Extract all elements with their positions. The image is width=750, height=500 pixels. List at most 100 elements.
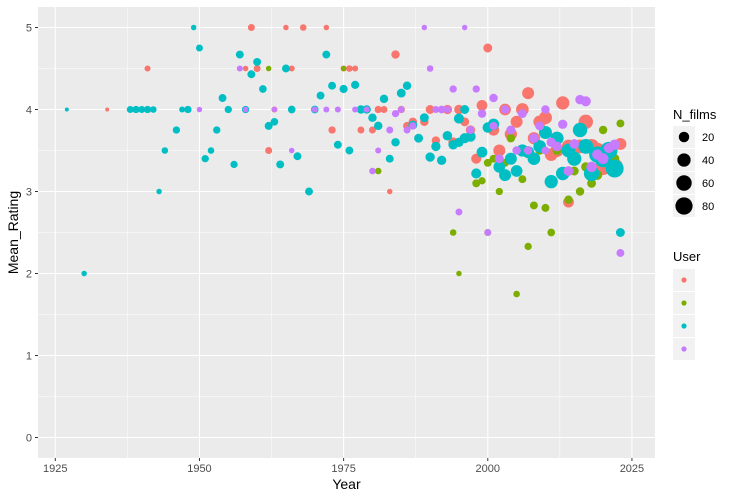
data-point xyxy=(375,147,382,154)
data-point xyxy=(340,65,347,72)
data-point xyxy=(281,64,290,73)
data-point xyxy=(436,155,447,166)
data-point xyxy=(578,138,594,154)
size-legend: N_films 20 40 60 80 xyxy=(673,107,717,217)
data-point xyxy=(81,270,87,277)
data-point xyxy=(504,152,517,165)
size-legend-label: 80 xyxy=(702,201,714,213)
data-point xyxy=(460,105,470,114)
data-point xyxy=(287,105,296,114)
data-point xyxy=(190,24,197,31)
data-point xyxy=(461,24,468,31)
data-point xyxy=(442,130,453,141)
data-point xyxy=(323,24,330,31)
data-point xyxy=(351,80,360,89)
color-legend-key xyxy=(681,300,687,306)
data-point xyxy=(421,24,428,31)
data-point xyxy=(283,24,289,31)
data-point xyxy=(556,96,570,110)
data-point xyxy=(414,133,424,143)
data-point xyxy=(465,131,476,142)
axes: 1925 1950 1975 2000 2025 0 1 2 3 4 5 xyxy=(26,23,644,476)
data-point xyxy=(544,175,558,189)
data-point xyxy=(386,126,394,134)
data-point xyxy=(323,106,330,113)
data-point xyxy=(339,84,348,94)
data-point xyxy=(144,65,151,72)
data-point xyxy=(345,146,354,155)
data-point xyxy=(437,105,446,114)
data-point xyxy=(506,133,516,143)
data-point xyxy=(586,161,597,173)
data-point xyxy=(547,228,556,237)
data-point xyxy=(552,141,562,152)
data-point xyxy=(587,178,597,188)
data-point xyxy=(322,50,331,59)
color-legend: User xyxy=(673,249,701,360)
data-point xyxy=(265,65,272,72)
data-point xyxy=(196,106,203,113)
color-legend-key xyxy=(681,346,687,352)
data-point xyxy=(357,126,365,134)
x-tick-label: 2025 xyxy=(620,463,644,475)
color-legend-title: User xyxy=(673,249,701,264)
data-point xyxy=(483,43,493,53)
data-point xyxy=(235,50,244,59)
data-point xyxy=(513,290,520,298)
data-point xyxy=(242,65,249,72)
data-point xyxy=(524,242,532,251)
data-point xyxy=(172,126,181,134)
data-point xyxy=(499,169,512,182)
data-point xyxy=(449,85,457,93)
data-point xyxy=(615,228,625,237)
data-point xyxy=(506,125,516,135)
color-legend-key xyxy=(681,323,687,329)
data-point xyxy=(374,105,382,114)
data-point xyxy=(609,139,620,150)
data-point xyxy=(483,158,492,167)
data-point xyxy=(385,154,394,163)
data-point xyxy=(512,146,521,155)
data-point xyxy=(161,147,169,154)
data-point xyxy=(265,147,273,154)
data-point xyxy=(184,105,192,114)
y-tick-label: 1 xyxy=(26,351,32,363)
data-point xyxy=(489,93,498,103)
color-legend-key xyxy=(681,277,687,283)
data-point xyxy=(575,187,585,196)
data-point xyxy=(449,229,457,236)
data-point xyxy=(478,177,486,185)
data-point xyxy=(143,105,152,114)
data-point xyxy=(495,187,503,196)
y-tick-label: 0 xyxy=(26,433,32,445)
data-point xyxy=(527,152,541,166)
data-point xyxy=(494,154,504,164)
data-point xyxy=(288,65,295,72)
data-point xyxy=(305,187,313,196)
data-point xyxy=(396,88,406,98)
data-point xyxy=(64,107,69,112)
size-legend-label: 60 xyxy=(702,178,714,190)
size-legend-label: 20 xyxy=(702,132,714,144)
data-point xyxy=(374,167,382,175)
data-point xyxy=(126,106,134,113)
data-point xyxy=(138,106,146,113)
data-point xyxy=(207,147,215,154)
data-point xyxy=(242,106,249,113)
y-tick-label: 2 xyxy=(26,269,32,281)
data-point xyxy=(517,109,527,119)
data-point xyxy=(472,179,481,188)
data-point xyxy=(293,152,302,161)
data-point xyxy=(453,113,465,124)
data-point xyxy=(567,151,582,166)
data-point xyxy=(391,138,400,147)
data-point xyxy=(493,144,506,157)
data-point xyxy=(510,115,523,128)
data-point xyxy=(431,141,441,152)
data-point xyxy=(471,168,482,179)
size-legend-key xyxy=(677,153,691,167)
data-point xyxy=(213,126,221,134)
data-point xyxy=(541,105,550,114)
data-point xyxy=(569,139,580,149)
